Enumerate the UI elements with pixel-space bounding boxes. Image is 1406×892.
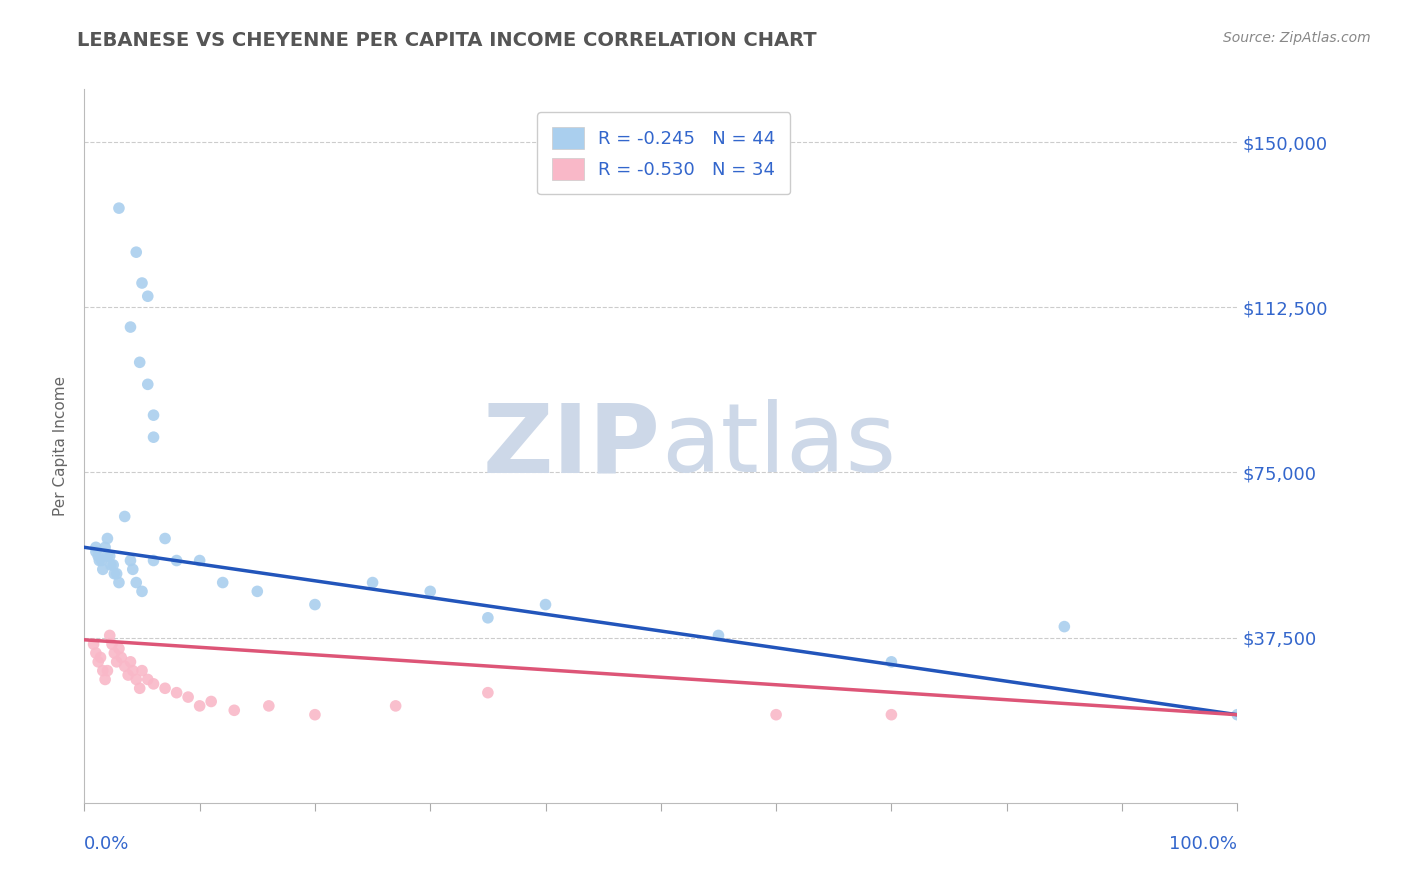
Point — [101, 637, 124, 651]
Point — [87, 655, 110, 669]
Point — [211, 575, 233, 590]
Point — [131, 584, 153, 599]
Point — [108, 201, 131, 215]
Point — [121, 664, 143, 678]
Point — [765, 707, 787, 722]
Point — [361, 575, 384, 590]
Point — [136, 289, 159, 303]
Point — [84, 541, 107, 555]
Point — [1226, 707, 1249, 722]
Point — [153, 681, 176, 696]
Point — [108, 575, 131, 590]
Point — [94, 673, 117, 687]
Point — [224, 703, 246, 717]
Point — [136, 673, 159, 687]
Point — [880, 707, 903, 722]
Y-axis label: Per Capita Income: Per Capita Income — [53, 376, 69, 516]
Point — [110, 650, 132, 665]
Point — [136, 377, 159, 392]
Point — [89, 553, 111, 567]
Point — [105, 566, 128, 581]
Legend: R = -0.245   N = 44, R = -0.530   N = 34: R = -0.245 N = 44, R = -0.530 N = 34 — [537, 112, 790, 194]
Point — [96, 532, 118, 546]
Point — [142, 553, 165, 567]
Text: atlas: atlas — [661, 400, 896, 492]
Point — [96, 549, 118, 563]
Point — [153, 532, 176, 546]
Point — [125, 245, 148, 260]
Point — [83, 637, 105, 651]
Point — [108, 641, 131, 656]
Point — [98, 549, 121, 563]
Point — [128, 681, 150, 696]
Point — [304, 598, 326, 612]
Point — [98, 628, 121, 642]
Point — [142, 430, 165, 444]
Point — [142, 408, 165, 422]
Point — [131, 276, 153, 290]
Point — [100, 558, 122, 572]
Point — [166, 553, 188, 567]
Point — [84, 646, 107, 660]
Point — [105, 655, 128, 669]
Point — [131, 664, 153, 678]
Point — [114, 659, 136, 673]
Text: LEBANESE VS CHEYENNE PER CAPITA INCOME CORRELATION CHART: LEBANESE VS CHEYENNE PER CAPITA INCOME C… — [77, 31, 817, 50]
Point — [120, 553, 142, 567]
Point — [257, 698, 280, 713]
Point — [384, 698, 406, 713]
Point — [84, 545, 107, 559]
Point — [103, 558, 124, 572]
Point — [142, 677, 165, 691]
Point — [125, 575, 148, 590]
Point — [91, 562, 114, 576]
Point — [120, 655, 142, 669]
Text: 0.0%: 0.0% — [84, 835, 129, 853]
Point — [166, 686, 188, 700]
Point — [246, 584, 269, 599]
Point — [94, 541, 117, 555]
Text: 100.0%: 100.0% — [1170, 835, 1237, 853]
Point — [419, 584, 441, 599]
Text: Source: ZipAtlas.com: Source: ZipAtlas.com — [1223, 31, 1371, 45]
Point — [880, 655, 903, 669]
Point — [103, 566, 125, 581]
Point — [534, 598, 557, 612]
Point — [200, 694, 222, 708]
Point — [125, 673, 148, 687]
Point — [477, 686, 499, 700]
Point — [177, 690, 200, 704]
Point — [1053, 619, 1076, 633]
Point — [188, 553, 211, 567]
Point — [114, 509, 136, 524]
Point — [96, 664, 118, 678]
Point — [87, 549, 110, 563]
Point — [91, 664, 114, 678]
Text: ZIP: ZIP — [482, 400, 661, 492]
Point — [121, 562, 143, 576]
Point — [90, 553, 112, 567]
Point — [304, 707, 326, 722]
Point — [188, 698, 211, 713]
Point — [128, 355, 150, 369]
Point — [103, 646, 125, 660]
Point — [120, 320, 142, 334]
Point — [117, 668, 139, 682]
Point — [477, 611, 499, 625]
Point — [89, 650, 111, 665]
Point — [707, 628, 730, 642]
